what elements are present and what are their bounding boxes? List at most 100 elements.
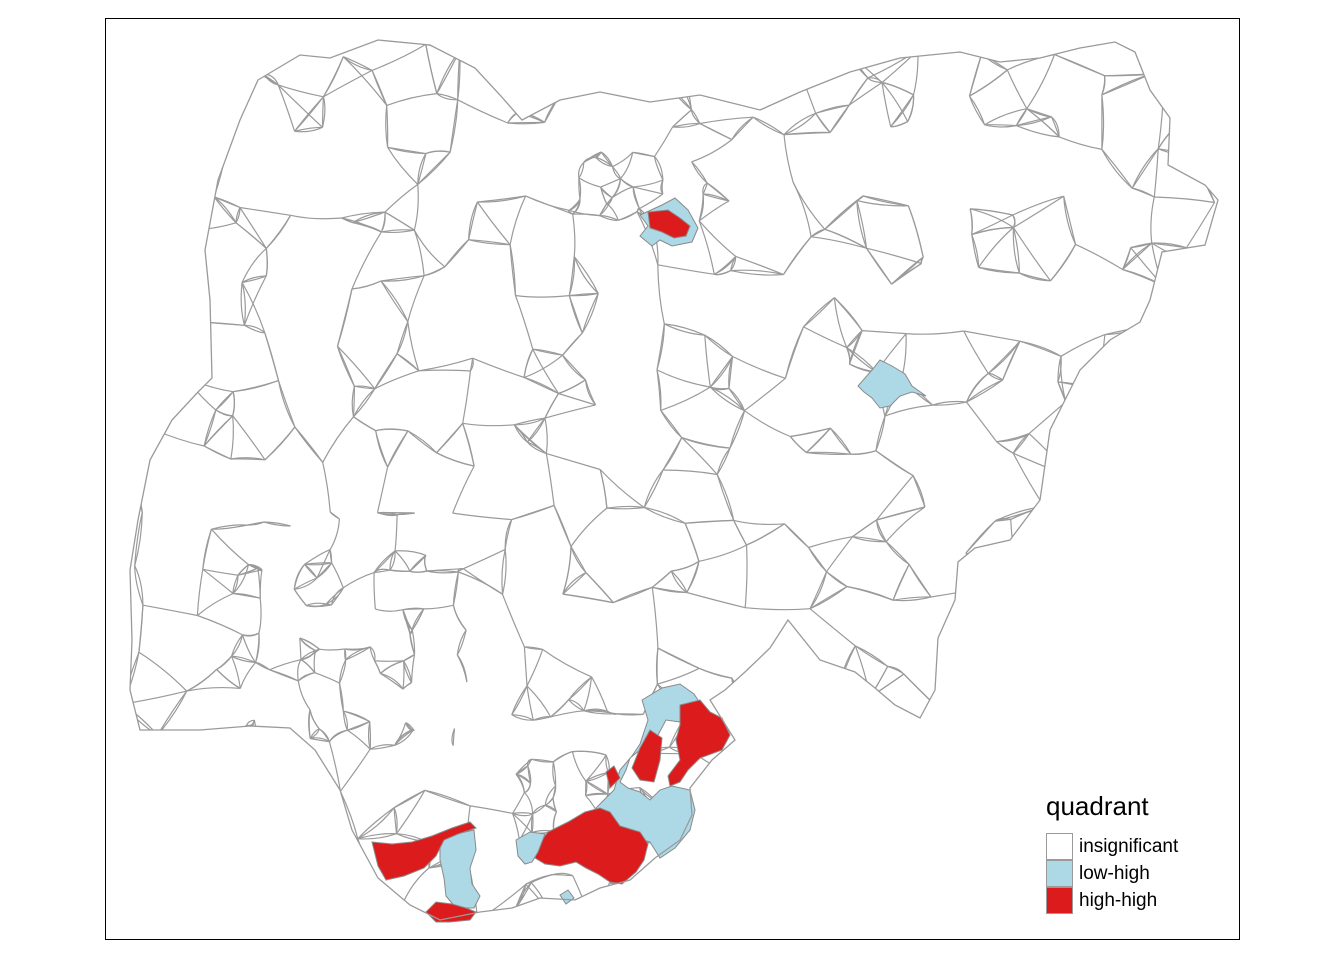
lga-boundary-line: [809, 585, 848, 610]
lga-boundary-line: [660, 179, 664, 195]
lga-boundary-line: [1147, 530, 1153, 547]
lga-boundary-line: [581, 293, 599, 334]
lga-boundary-line: [550, 916, 593, 920]
lga-boundary-line: [532, 804, 546, 815]
lga-boundary-line: [331, 562, 344, 589]
lga-boundary-line: [620, 178, 634, 188]
lga-boundary-line: [211, 524, 248, 530]
legend-item-high-high: high-high: [1046, 887, 1236, 914]
lga-boundary-line: [1019, 340, 1062, 357]
lga-boundary-line: [232, 391, 236, 416]
lga-boundary-line: [1151, 402, 1183, 439]
lga-boundary-line: [512, 812, 533, 815]
lga-boundary-line: [294, 577, 318, 590]
lga-boundary-line: [969, 69, 1008, 97]
lga-boundary-line: [426, 570, 459, 573]
lga-boundary-line: [239, 206, 291, 216]
lga-boundary-line: [137, 96, 145, 154]
lga-boundary-line: [409, 633, 416, 655]
lga-boundary-line: [338, 683, 344, 712]
lga-boundary-line: [903, 891, 928, 910]
lga-boundary-line: [790, 427, 831, 438]
lga-boundary-line: [881, 81, 914, 96]
lga-boundary-line: [357, 807, 395, 840]
lga-boundary-line: [890, 94, 914, 127]
lga-boundary-line: [381, 229, 415, 233]
lga-boundary-line: [1153, 148, 1159, 198]
lga-boundary-line: [337, 908, 363, 917]
lga-boundary-line: [185, 376, 234, 393]
lga-boundary-line: [1065, 401, 1103, 409]
lga-boundary-line: [729, 410, 746, 449]
lga-boundary-line: [715, 855, 751, 883]
lga-boundary-line: [753, 709, 796, 713]
lga-boundary-line: [561, 42, 589, 61]
lga-boundary-line: [347, 721, 370, 731]
lga-boundary-line: [927, 855, 966, 874]
lga-boundary-line: [405, 722, 413, 731]
lga-boundary-line: [515, 773, 525, 793]
lga-boundary-line: [293, 563, 306, 590]
lga-boundary-line: [357, 833, 397, 840]
lga-boundary-line: [1101, 149, 1133, 189]
lga-boundary-line: [562, 332, 583, 356]
lga-boundary-line: [1017, 560, 1063, 576]
lga-boundary-line: [809, 608, 856, 647]
lga-boundary-line: [232, 415, 266, 461]
lga-boundary-line: [808, 885, 830, 899]
lga-boundary-line: [805, 781, 840, 823]
lga-boundary-line: [681, 437, 718, 475]
lga-boundary-line: [584, 379, 597, 406]
lga-boundary-line: [371, 70, 388, 106]
lga-boundary-line: [986, 667, 1015, 683]
lga-boundary-line: [239, 207, 267, 249]
lga-boundary-line: [756, 48, 798, 63]
lga-boundary-line: [407, 321, 420, 371]
lga-boundary-line: [965, 552, 1018, 576]
lga-boundary-line: [562, 593, 614, 604]
lga-boundary-line: [632, 151, 655, 158]
lga-boundary-line: [264, 332, 280, 381]
lga-boundary-line: [728, 387, 746, 411]
lga-boundary-line: [691, 161, 708, 184]
lga-boundary-line: [413, 184, 419, 231]
lga-boundary-line: [887, 665, 905, 675]
lga-boundary-line: [739, 731, 750, 787]
lga-boundary-line: [585, 780, 609, 795]
lga-boundary-line: [611, 186, 634, 199]
lga-boundary-line: [402, 682, 412, 690]
lga-boundary-line: [730, 270, 784, 276]
lga-boundary-line: [887, 665, 905, 675]
lga-boundary-line: [558, 392, 596, 406]
lga-boundary-line: [216, 668, 241, 689]
lga-boundary-line: [1012, 227, 1020, 274]
lga-boundary-line: [979, 824, 1020, 851]
lga-boundary-line: [237, 884, 268, 920]
lga-boundary-line: [329, 511, 340, 520]
lga-boundary-line: [304, 562, 332, 565]
lga-boundary-line: [240, 741, 255, 748]
lga-boundary-line: [231, 655, 256, 664]
lga-boundary-line: [424, 789, 471, 807]
lga-boundary-line: [1184, 117, 1195, 156]
legend-title: quadrant: [1046, 791, 1149, 821]
lga-boundary-line: [1124, 525, 1131, 555]
lga-boundary-line: [656, 369, 711, 388]
lga-boundary-line: [741, 895, 785, 920]
lga-boundary-line: [573, 256, 599, 294]
lga-boundary-line: [361, 884, 376, 909]
lga-boundary-line: [1060, 334, 1106, 357]
lga-boundary-line: [452, 512, 512, 521]
lga-boundary-line: [654, 156, 664, 181]
lga-boundary-line: [783, 134, 794, 183]
lga-boundary-line: [181, 812, 209, 853]
lga-boundary-line: [468, 239, 511, 246]
lga-boundary-line: [380, 280, 409, 323]
lga-boundary-line: [264, 426, 296, 461]
lga-boundary-line: [1020, 712, 1052, 743]
lga-boundary-line: [1122, 242, 1153, 270]
lga-boundary-line: [1031, 560, 1063, 593]
lga-boundary-line: [838, 689, 871, 698]
lga-boundary-line: [337, 884, 375, 917]
lga-boundary-line: [1174, 918, 1183, 920]
